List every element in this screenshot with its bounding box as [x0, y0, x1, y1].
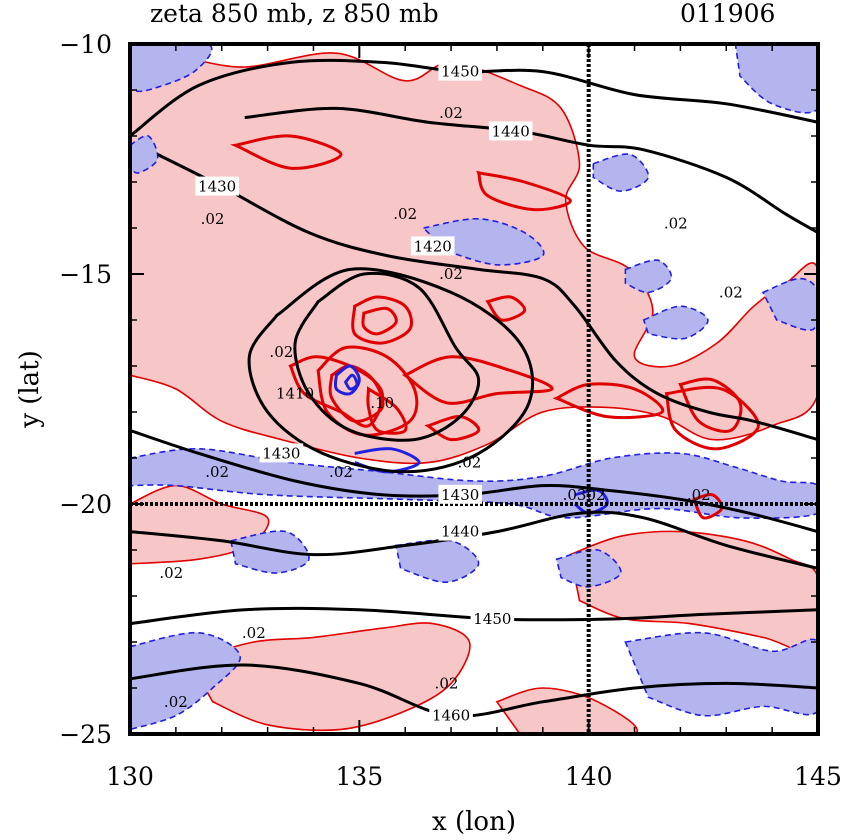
zeta-contours	[230, 134, 760, 520]
height-contour-1430-2	[247, 267, 535, 474]
height-contour-1460-8	[130, 663, 818, 718]
zeta-contour-label-7: .10	[370, 394, 394, 412]
zeta-contour-label-8: 1410	[276, 385, 314, 403]
x-tick-label-1: 135	[335, 762, 383, 791]
height-contour-label-5: 1440	[441, 523, 479, 541]
height-contour-label-0: 1420	[414, 237, 452, 255]
height-label-background-5	[438, 521, 483, 541]
zeta-contour-label-1: .02	[201, 210, 225, 228]
zeta-contour-label-6: .02	[719, 283, 743, 301]
height-label-background-2	[259, 443, 304, 463]
height-contour-1440-5	[130, 510, 818, 570]
height-label-background-8	[429, 705, 473, 725]
zeta-contour-label-15: .02	[242, 624, 266, 642]
zeta-negative-area-6	[642, 305, 709, 340]
zeta-positive-contour-7	[361, 306, 398, 336]
zeta-positive-contour-12	[664, 385, 760, 451]
height-contour-1430-3	[130, 428, 818, 534]
zeta-negative-area-5	[761, 277, 818, 331]
x-tick-label-0: 130	[106, 762, 154, 791]
zeta-contour-label-4: .02	[269, 343, 293, 361]
zeta-positive-contour-10	[288, 355, 384, 428]
zeta-positive-contour-16	[230, 134, 343, 170]
zeta-contour-label-10: .02	[329, 463, 353, 481]
y-tick-label-1: −15	[59, 260, 112, 289]
contour-labels: 1420 1430 1430 1430 1440 1440 1450 1450 1460 .02.…	[159, 61, 743, 725]
zeta-contour-label-16: .02	[435, 674, 459, 692]
zeta-contour-label-9: .02	[205, 463, 229, 481]
zeta-contour-label-12: .0302	[563, 486, 606, 504]
zeta-negative-area-12	[624, 631, 818, 717]
height-contour-label-7: 1450	[473, 610, 511, 628]
zeta-contour-label-13: .02	[687, 486, 711, 504]
y-tick-label-2: −20	[59, 490, 112, 519]
zeta-positive-contour-17	[485, 295, 527, 322]
zeta-contour-label-2: .02	[393, 205, 417, 223]
zeta-contour-label-0: .02	[439, 104, 463, 122]
zeta-positive-contour-15	[552, 382, 665, 419]
height-label-background-4	[488, 121, 533, 141]
zeta-negative-area-0	[734, 44, 818, 114]
height-label-background-1	[195, 176, 239, 196]
height-contour-label-4: 1440	[492, 122, 530, 140]
chart-title: zeta 850 mb, z 850 mb	[150, 0, 439, 28]
height-label-background-0	[410, 236, 455, 256]
height-contour-label-8: 1460	[432, 707, 470, 725]
zeta-negative-area-3	[421, 217, 545, 266]
zeta-negative-area-11	[130, 631, 241, 731]
zeta-negative-area-4	[624, 259, 673, 294]
height-contour-label-6: 1450	[441, 63, 479, 81]
zeta-positive-contour-5	[316, 345, 419, 437]
zeta-positive-contour-14	[402, 355, 554, 405]
x-tick-label-2: 140	[565, 762, 613, 791]
plot-area: 1420 1430 1430 1430 1440 1440 1450 1450 1460 .02.…	[130, 44, 818, 734]
zeta-contour-label-17: .02	[164, 693, 188, 711]
height-label-background-3	[438, 484, 483, 504]
height-contour-1430-1	[156, 153, 818, 442]
zeta-negative-area-2	[592, 153, 650, 193]
height-label-background-7	[470, 609, 515, 628]
y-axis-label: y (lat)	[15, 350, 45, 429]
height-label-background-6	[438, 61, 483, 81]
height-contour-label-3: 1430	[441, 486, 479, 504]
zeta-positive-area-4	[495, 687, 638, 734]
height-contour-1440-4	[244, 106, 818, 234]
zeta-contour-label-3: .02	[439, 265, 463, 283]
x-axis-label: x (lon)	[432, 807, 516, 837]
zeta-negative-contour-15	[343, 373, 359, 391]
zeta-contour-label-14: .02	[159, 564, 183, 582]
plot-frame	[128, 42, 820, 736]
zeta-negative-area-8	[229, 530, 310, 574]
zeta-contour-label-5: .02	[664, 214, 688, 232]
x-tick-label-3: 145	[794, 762, 842, 791]
zeta-positive-area-3	[569, 530, 818, 655]
height-contour-1420-0	[293, 271, 481, 442]
zeta-positive-contour-6	[351, 295, 413, 345]
zeta-negative-area-1	[130, 44, 213, 93]
y-tick-label-3: −25	[59, 720, 112, 749]
axes: 130 135 140 145 −10 −15 −20 −25	[59, 30, 842, 791]
zeta-positive-contour-13	[476, 170, 572, 212]
zeta-negative-area-13	[130, 134, 159, 174]
y-tick-label-0: −10	[59, 30, 112, 59]
chart-title-date: 011906	[680, 0, 775, 28]
height-contour-label-1: 1430	[198, 178, 236, 196]
zeta-contour-label-11: .02	[457, 454, 481, 472]
zeta-positive-contour-9	[366, 386, 408, 435]
height-contours	[130, 58, 818, 718]
height-contour-label-2: 1430	[262, 444, 300, 462]
zeta-positive-contour-19	[424, 415, 481, 442]
